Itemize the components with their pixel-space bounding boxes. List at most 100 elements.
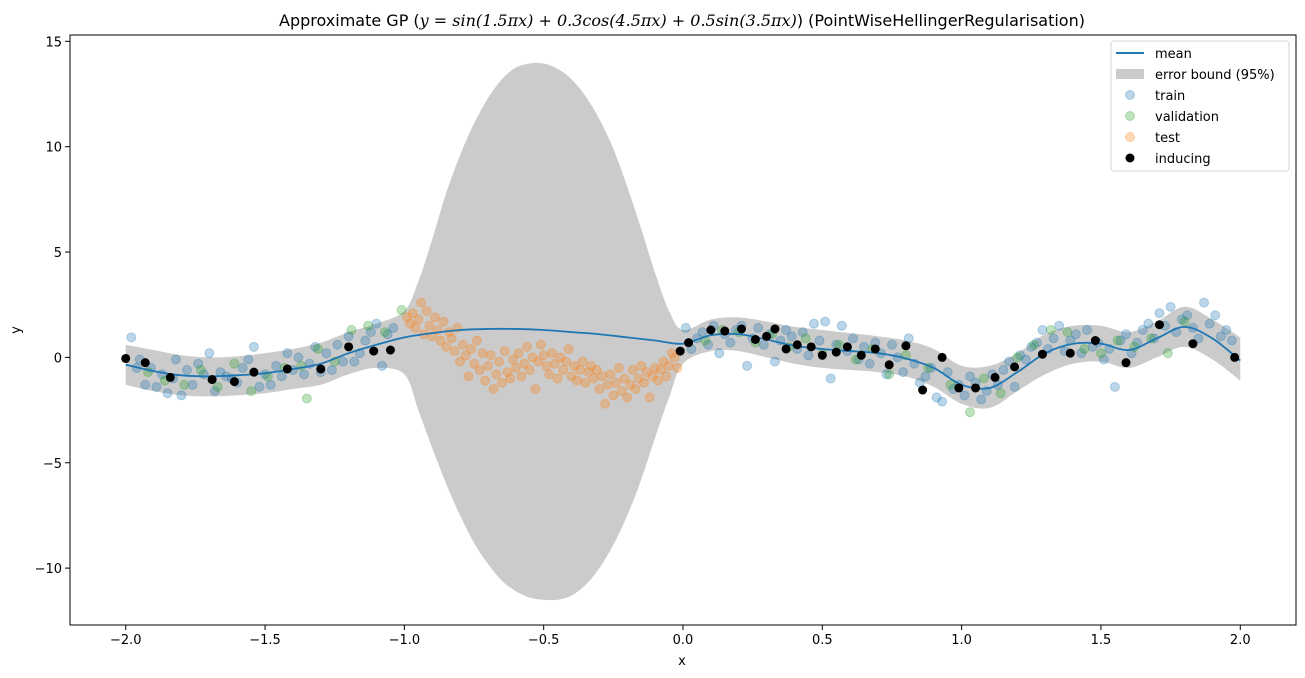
test-point bbox=[535, 339, 546, 350]
test-point bbox=[463, 371, 474, 382]
inducing-point bbox=[316, 364, 326, 374]
test-point bbox=[638, 377, 649, 388]
train-point bbox=[310, 341, 321, 352]
train-point bbox=[1143, 318, 1154, 329]
test-point bbox=[485, 350, 496, 361]
test-point bbox=[549, 358, 560, 369]
inducing-point bbox=[229, 377, 239, 387]
inducing-point bbox=[937, 352, 947, 362]
validation-point bbox=[212, 381, 223, 392]
test-point bbox=[560, 356, 571, 367]
legend-swatch-train bbox=[1125, 90, 1135, 100]
validation-point bbox=[1112, 335, 1123, 346]
test-point bbox=[474, 365, 485, 376]
train-point bbox=[276, 371, 287, 382]
validation-point bbox=[396, 304, 407, 315]
train-point bbox=[814, 335, 825, 346]
train-point bbox=[321, 348, 332, 359]
validation-point bbox=[363, 320, 374, 331]
validation-point bbox=[978, 373, 989, 384]
train-point bbox=[209, 386, 220, 397]
test-point bbox=[547, 348, 558, 359]
legend-label-mean: mean bbox=[1155, 47, 1192, 62]
inducing-point bbox=[750, 334, 760, 344]
train-point bbox=[786, 331, 797, 342]
test-point bbox=[580, 377, 591, 388]
inducing-point bbox=[954, 383, 964, 393]
error-band bbox=[125, 62, 1241, 601]
inducing-point bbox=[1188, 339, 1198, 349]
test-point bbox=[622, 392, 633, 403]
test-point bbox=[652, 375, 663, 386]
inducing-point bbox=[675, 346, 685, 356]
inducing-point bbox=[165, 372, 175, 382]
train-point bbox=[781, 325, 792, 335]
scatter-layer bbox=[126, 297, 1237, 418]
train-point bbox=[365, 327, 376, 338]
test-point bbox=[455, 356, 466, 367]
train-point bbox=[1204, 318, 1215, 329]
train-point bbox=[1210, 310, 1221, 321]
inducing-point bbox=[770, 324, 780, 334]
test-point bbox=[577, 356, 588, 367]
test-point bbox=[563, 343, 574, 354]
train-point bbox=[998, 365, 1009, 376]
train-point bbox=[820, 316, 831, 327]
train-point bbox=[714, 348, 725, 359]
inducing-point bbox=[1065, 348, 1075, 358]
legend-label-test: test bbox=[1155, 131, 1180, 146]
inducing-layer bbox=[121, 320, 1240, 395]
train-point bbox=[1015, 350, 1026, 361]
train-point bbox=[1165, 301, 1176, 312]
test-point bbox=[572, 375, 583, 386]
y-axis-label: y bbox=[9, 326, 24, 334]
inducing-point bbox=[918, 385, 928, 395]
test-point bbox=[410, 322, 421, 333]
error-band-layer bbox=[125, 62, 1241, 601]
y-tick-label: 15 bbox=[45, 35, 62, 50]
test-point bbox=[669, 352, 680, 363]
test-point bbox=[491, 369, 502, 380]
train-point bbox=[282, 348, 293, 359]
validation-point bbox=[1095, 348, 1106, 359]
train-point bbox=[680, 322, 691, 333]
train-point bbox=[271, 360, 282, 371]
x-tick-label: −1.0 bbox=[389, 633, 421, 648]
mean-line bbox=[125, 325, 1241, 390]
inducing-point bbox=[1154, 320, 1164, 330]
train-point bbox=[1076, 348, 1087, 359]
inducing-point bbox=[369, 346, 379, 356]
test-point bbox=[505, 373, 516, 384]
chart-title-formula: y = sin(1.5πx) + 0.3cos(4.5πx) + 0.5sin(… bbox=[419, 11, 797, 30]
train-point bbox=[162, 388, 173, 399]
train-point bbox=[1054, 320, 1065, 331]
test-point bbox=[466, 343, 477, 354]
train-point bbox=[965, 371, 975, 382]
train-point bbox=[371, 318, 382, 329]
test-point bbox=[650, 362, 661, 373]
test-point bbox=[558, 365, 569, 376]
test-point bbox=[597, 371, 608, 382]
train-point bbox=[1176, 314, 1187, 325]
train-point bbox=[170, 354, 181, 365]
train-point bbox=[976, 394, 987, 405]
train-point bbox=[1070, 329, 1081, 340]
test-point bbox=[513, 348, 524, 359]
legend-swatch-error-bound bbox=[1116, 69, 1144, 79]
test-point bbox=[672, 362, 683, 373]
test-point bbox=[566, 371, 577, 382]
train-point bbox=[187, 379, 198, 390]
test-point bbox=[508, 354, 519, 365]
test-point bbox=[602, 379, 613, 390]
test-point bbox=[664, 360, 675, 371]
validation-point bbox=[800, 333, 811, 344]
test-point bbox=[438, 316, 449, 327]
train-point bbox=[182, 365, 193, 376]
test-point bbox=[544, 369, 555, 380]
train-point bbox=[959, 390, 970, 401]
train-point bbox=[1221, 325, 1232, 335]
train-point bbox=[1199, 297, 1210, 308]
test-point bbox=[441, 341, 452, 352]
validation-point bbox=[995, 388, 1006, 399]
test-point bbox=[402, 312, 413, 323]
